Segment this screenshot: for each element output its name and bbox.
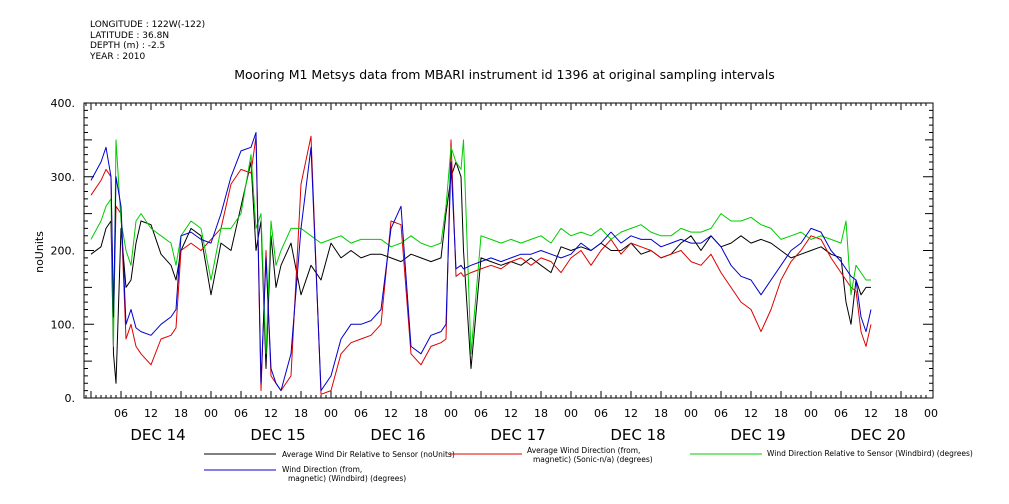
x-hour-label: 00: [804, 407, 818, 420]
legend-label-red-2: magnetic) (Sonic-n/a) (degrees): [533, 455, 653, 464]
x-hour-label: 18: [894, 407, 908, 420]
longitude-label: LONGITUDE : 122W(-122): [90, 20, 206, 30]
depth-label: DEPTH (m) : -2.5: [90, 41, 166, 51]
legend-label-green: Wind Direction Relative to Sensor (Windb…: [767, 449, 973, 458]
x-hour-label: 06: [114, 407, 128, 420]
chart-title: Mooring M1 Metsys data from MBARI instru…: [234, 67, 775, 82]
x-hour-label: 00: [564, 407, 578, 420]
x-hour-label: 06: [714, 407, 728, 420]
x-hour-label: 00: [684, 407, 698, 420]
legend-label-blue-2: magnetic) (Windbird) (degrees): [288, 474, 406, 483]
plot-frame: [83, 102, 934, 399]
x-hour-label: 06: [594, 407, 608, 420]
x-hour-label: 06: [234, 407, 248, 420]
x-day-label: DEC 19: [730, 426, 785, 444]
latitude-label: LATITUDE : 36.8N: [90, 30, 170, 41]
x-hour-label: 18: [174, 407, 188, 420]
x-day-label: DEC 18: [610, 426, 665, 444]
y-axis-ticks: 0. 100. 200. 300. 400.: [51, 97, 933, 405]
legend: Average Wind Dir Relative to Sensor (noU…: [204, 446, 973, 483]
y-tick-label: 0.: [65, 392, 76, 405]
x-hour-label: 12: [384, 407, 398, 420]
x-day-label: DEC 17: [490, 426, 545, 444]
legend-label-red-1: Average Wind Direction (from,: [527, 446, 640, 455]
y-tick-label: 400.: [51, 97, 76, 110]
x-hour-label: 12: [744, 407, 758, 420]
dataset-metadata: LONGITUDE : 122W(-122) LATITUDE : 36.8N …: [90, 20, 205, 62]
year-label: YEAR : 2010: [90, 51, 146, 62]
legend-label-blue-1: Wind Direction (from,: [282, 465, 362, 474]
x-hour-label: 18: [414, 407, 428, 420]
x-day-label: DEC 16: [370, 426, 425, 444]
x-hour-label: 00: [444, 407, 458, 420]
x-hour-label: 18: [774, 407, 788, 420]
series-line-4: [90, 132, 872, 392]
y-tick-label: 200.: [51, 245, 76, 258]
x-day-label: DEC 14: [130, 426, 185, 444]
x-hour-label: 12: [504, 407, 518, 420]
x-hour-label: 18: [294, 407, 308, 420]
legend-item-black: Average Wind Dir Relative to Sensor (noU…: [204, 450, 455, 459]
legend-item-green: Wind Direction Relative to Sensor (Windb…: [690, 449, 973, 458]
x-hour-label: 12: [624, 407, 638, 420]
legend-item-red: Average Wind Direction (from, magnetic) …: [450, 446, 653, 464]
x-hour-label: 12: [264, 407, 278, 420]
y-axis-label: noUnits: [33, 231, 46, 273]
legend-label-black: Average Wind Dir Relative to Sensor (noU…: [282, 450, 455, 459]
x-axis-ticks: 06 12 18 00 06 12 18 00 06 12 18 00 06 12 18 00 06 12 18 00…: [85, 103, 938, 444]
x-hour-label: 00: [204, 407, 218, 420]
x-hour-label: 06: [474, 407, 488, 420]
x-hour-label: 06: [354, 407, 368, 420]
x-hour-label: 12: [144, 407, 158, 420]
x-hour-label: 00: [924, 407, 938, 420]
series-line-1: [90, 161, 871, 384]
y-tick-label: 100.: [51, 318, 76, 331]
x-hour-label: 06: [834, 407, 848, 420]
series-line-3: [90, 139, 871, 355]
x-day-label: DEC 20: [850, 426, 905, 444]
series-layer: [90, 132, 872, 395]
plot-border: [83, 102, 934, 399]
x-day-label: DEC 15: [250, 426, 305, 444]
legend-item-blue: Wind Direction (from, magnetic) (Windbir…: [204, 465, 406, 483]
x-hour-label: 12: [864, 407, 878, 420]
x-hour-label: 18: [534, 407, 548, 420]
x-hour-label: 00: [324, 407, 338, 420]
y-tick-label: 300.: [51, 171, 76, 184]
x-hour-label: 18: [654, 407, 668, 420]
